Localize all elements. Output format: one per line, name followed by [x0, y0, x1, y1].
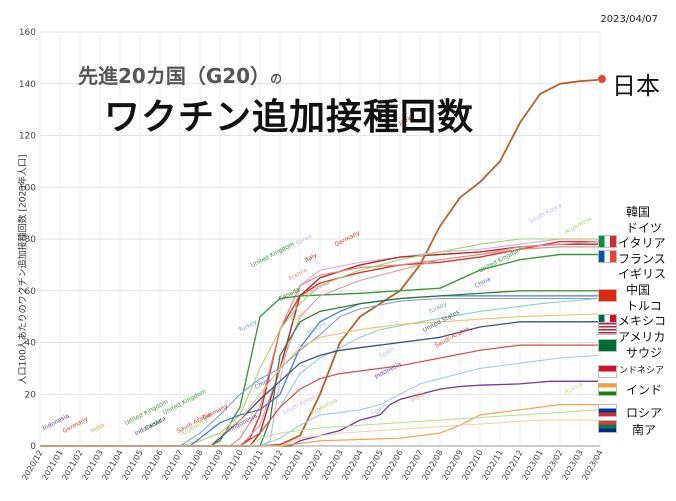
- series-annotation: China: [474, 276, 493, 290]
- y-tick-label: 160: [19, 28, 36, 38]
- series-line-indonesia: [40, 380, 598, 447]
- title-line1: 先進20カ国（G20）の: [78, 60, 282, 89]
- title-suffix: の: [270, 72, 283, 86]
- usa-flag-icon: [598, 322, 617, 335]
- japan-marker-dot: [598, 75, 606, 83]
- japan-highlight-label: 日本: [612, 72, 660, 100]
- southafrica-flag-icon: [598, 420, 617, 433]
- legend-label-india: インド: [626, 383, 663, 397]
- legend-label-uk: イギリス: [618, 267, 667, 281]
- legend-label-korea: 韓国: [626, 205, 651, 219]
- legend-label-russia: ロシア: [626, 406, 663, 420]
- series-annotation: United Kingdom: [250, 240, 296, 269]
- series-annotation: Mexico: [306, 320, 328, 336]
- y-tick-label: 20: [25, 390, 37, 400]
- legend-label-china: 中国: [626, 283, 651, 297]
- series-annotation: Brazil: [290, 309, 308, 323]
- main-title: ワクチン追加接種回数: [104, 97, 475, 138]
- series-line-mexico: [40, 297, 599, 447]
- y-tick-label: 100: [19, 183, 36, 193]
- series-line-argentina: [40, 238, 598, 447]
- series-line-united-kingdom: [40, 253, 598, 447]
- y-tick-label: 140: [19, 80, 36, 90]
- series-line-russia: [40, 409, 599, 447]
- y-axis-label: 人口100人あたりのワクチン追加接種回数 [2023年人口]: [18, 154, 29, 385]
- legend-label-turkey: トルコ: [626, 299, 662, 313]
- series-line-united-states: [40, 321, 598, 447]
- series-line-canada: [40, 290, 598, 447]
- series-line-brazil: [40, 313, 599, 447]
- indonesia-flag-icon: [598, 365, 617, 378]
- y-tick-label: 0: [30, 442, 36, 452]
- china-flag-icon: [598, 289, 617, 302]
- saudi-flag-icon: [598, 339, 617, 352]
- series-line-turkey: [40, 297, 598, 447]
- series-annotation: India: [410, 391, 427, 404]
- series-line-italy-early-: [40, 419, 598, 447]
- legend-label-germany: ドイツ: [626, 221, 663, 235]
- title-prefix: 先進20カ国: [78, 64, 186, 88]
- series-annotation: South Korea: [528, 202, 564, 225]
- italy-flag-icon: [598, 235, 617, 248]
- legend-label-usa: アメリカ: [618, 330, 666, 344]
- series-line-france: [40, 246, 598, 447]
- y-tick-label: 60: [25, 287, 37, 297]
- russia-flag-icon: [598, 404, 617, 417]
- y-tick-label: 80: [25, 235, 37, 245]
- series-annotation: Turkey: [427, 300, 449, 316]
- series-line-india: [40, 404, 598, 447]
- series-annotation: Indonesia: [374, 361, 403, 381]
- y-tick-label: 120: [19, 132, 36, 142]
- y-tick-label: 40: [25, 339, 37, 349]
- legend-label-saudi: サウジ: [626, 346, 663, 360]
- series-annotation: Canada: [144, 415, 168, 432]
- legend-label-indonesia: インドネシア: [610, 366, 665, 376]
- series-line-saudi-arabia: [40, 344, 598, 447]
- title-paren: （G20）: [185, 64, 271, 88]
- india-flag-icon: [598, 383, 617, 396]
- legend-label-italy: イタリア: [618, 236, 666, 250]
- series-annotation: Argentina: [564, 216, 593, 236]
- france-flag-icon: [598, 250, 617, 263]
- series-line-china: [40, 295, 598, 447]
- series-annotation: France: [288, 266, 309, 282]
- series-line-australia: [40, 241, 599, 447]
- series-annotation: Italy: [304, 252, 319, 265]
- series-annotation: United Kingdom: [162, 388, 208, 417]
- series-annotation: China: [254, 376, 273, 390]
- series-line-south-korea: [40, 238, 598, 447]
- legend-label-france: フランス: [618, 252, 666, 266]
- date-label: 2023/04/07: [600, 14, 658, 25]
- series-annotation: Russia: [564, 381, 585, 396]
- legend-label-southafrica: 南ア: [632, 423, 657, 437]
- legend-label-mexico: メキシコ: [618, 314, 667, 328]
- series-line-south-africa: [40, 354, 599, 447]
- series-annotation: India: [90, 422, 107, 435]
